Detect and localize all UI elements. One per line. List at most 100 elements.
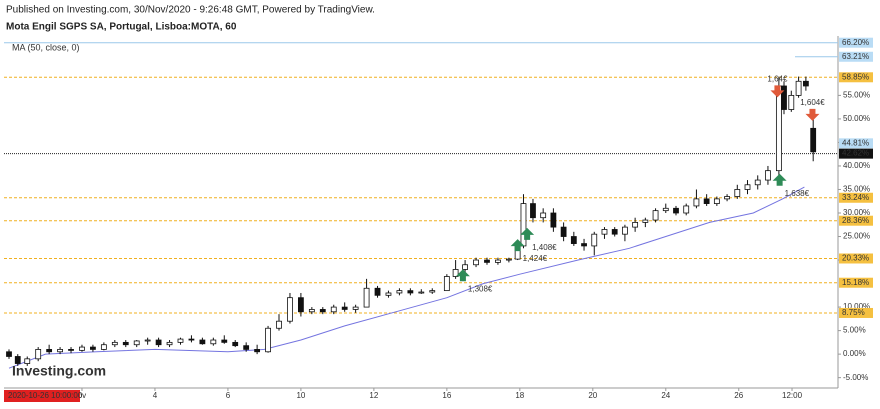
buy-arrow bbox=[455, 269, 470, 282]
candle-body bbox=[788, 94, 795, 110]
cursor-date-box bbox=[4, 390, 80, 402]
x-tick-label: 18 bbox=[515, 391, 524, 400]
candle-body bbox=[462, 264, 468, 270]
candle-body bbox=[177, 338, 184, 343]
candle-body bbox=[795, 80, 802, 96]
ma-line bbox=[8, 186, 805, 369]
candle-body bbox=[35, 349, 42, 360]
candle-body bbox=[57, 349, 63, 353]
annotation-label: 1,638€ bbox=[785, 189, 810, 198]
candle-body bbox=[100, 344, 107, 350]
cursor-date: 2020-10-26 10:00:00 bbox=[8, 391, 83, 400]
y-tick-label: 35.00% bbox=[843, 185, 870, 194]
annotation-label: 1,408€ bbox=[532, 243, 557, 252]
candle-body bbox=[374, 287, 381, 296]
level-label: 66.20% bbox=[842, 38, 869, 47]
candle-body bbox=[724, 196, 730, 200]
y-tick-label: 25.00% bbox=[843, 232, 870, 241]
candle-body bbox=[775, 85, 782, 172]
level-box bbox=[839, 253, 873, 264]
logo: Investing.com bbox=[12, 363, 106, 379]
buy-arrow bbox=[520, 227, 535, 240]
candle-body bbox=[407, 290, 414, 294]
y-tick-label: 5.00% bbox=[843, 326, 866, 335]
candle-body bbox=[734, 189, 741, 197]
candle-body bbox=[713, 198, 720, 204]
candle-body bbox=[144, 339, 151, 342]
candle-body bbox=[232, 341, 239, 347]
candle-body bbox=[810, 127, 817, 153]
candle-body bbox=[429, 290, 436, 293]
candle-body bbox=[14, 356, 21, 364]
level-box bbox=[839, 72, 873, 83]
level-box bbox=[839, 192, 873, 203]
y-tick-label: 30.00% bbox=[843, 208, 870, 217]
candle-body bbox=[505, 258, 512, 261]
annotation-label: 1,64€ bbox=[767, 75, 788, 84]
candle-body bbox=[703, 198, 710, 204]
candle-body bbox=[443, 276, 450, 292]
candle-body bbox=[210, 339, 217, 345]
candle-body bbox=[254, 349, 261, 353]
candle-body bbox=[68, 349, 74, 351]
candle-body bbox=[341, 306, 348, 310]
candle-body bbox=[133, 340, 140, 346]
candle-body bbox=[802, 80, 809, 87]
candle-body bbox=[765, 170, 771, 181]
candle-body bbox=[622, 226, 628, 235]
candle-body bbox=[6, 351, 12, 357]
candle-body bbox=[155, 339, 162, 346]
y-tick-label: -5.00% bbox=[843, 373, 868, 382]
candle-body bbox=[781, 85, 787, 110]
candle-body bbox=[79, 346, 85, 351]
candle-body bbox=[452, 269, 459, 277]
candle-body bbox=[693, 198, 700, 207]
x-tick-label: 16 bbox=[442, 391, 451, 400]
annotation-label: 1,604€ bbox=[800, 98, 825, 107]
x-tick-label: 12:00 bbox=[782, 391, 803, 400]
level-box bbox=[839, 51, 873, 62]
candle-body bbox=[591, 233, 598, 247]
candle-body bbox=[754, 179, 761, 186]
candle-body bbox=[581, 243, 587, 247]
candle-body bbox=[188, 338, 195, 341]
x-tick-label: 24 bbox=[661, 391, 670, 400]
y-tick-label: 10.00% bbox=[843, 302, 870, 311]
candle-body bbox=[652, 210, 659, 221]
candle-body bbox=[298, 297, 304, 313]
x-tick-label: 12 bbox=[369, 391, 378, 400]
sell-arrow bbox=[770, 85, 785, 98]
candle-body bbox=[385, 292, 392, 296]
level-label: 44.81% bbox=[842, 138, 869, 147]
x-tick-label: 4 bbox=[153, 391, 158, 400]
level-box bbox=[839, 277, 873, 288]
candle-body bbox=[662, 207, 669, 212]
level-label: 63.21% bbox=[842, 52, 869, 61]
candle-body bbox=[243, 345, 250, 350]
candle-body bbox=[570, 236, 577, 244]
candle-body bbox=[352, 306, 359, 310]
y-tick-label: 0.00% bbox=[843, 349, 866, 358]
candle-body bbox=[166, 341, 173, 346]
y-tick-label: 55.00% bbox=[843, 91, 870, 100]
x-tick-label: 10 bbox=[296, 391, 305, 400]
candle-body bbox=[530, 203, 536, 219]
candle-body bbox=[330, 306, 337, 313]
candle-body bbox=[632, 222, 639, 228]
level-label: 15.18% bbox=[842, 278, 869, 287]
candle-body bbox=[308, 309, 315, 313]
candle-body bbox=[276, 320, 282, 329]
candle-body bbox=[601, 229, 608, 235]
level-label: 58.85% bbox=[842, 72, 869, 81]
candle-body bbox=[560, 226, 567, 237]
candle-body bbox=[611, 229, 618, 235]
candle-body bbox=[642, 219, 649, 223]
y-tick-label: 40.00% bbox=[843, 161, 870, 170]
buy-arrow bbox=[510, 239, 525, 252]
candle-body bbox=[550, 212, 557, 228]
candle-body bbox=[122, 341, 129, 346]
candle-body bbox=[24, 358, 31, 364]
buy-arrow bbox=[772, 173, 787, 186]
candle-body bbox=[111, 341, 118, 346]
